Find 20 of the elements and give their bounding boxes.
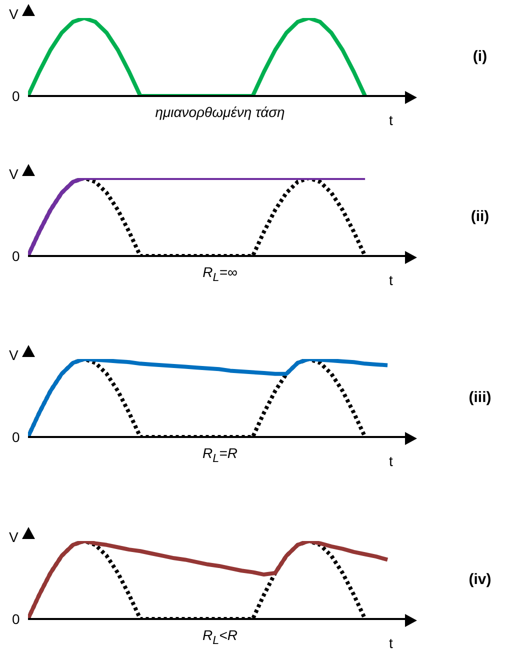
text: (iii) xyxy=(468,389,492,406)
text: R$_{L}$=R xyxy=(202,445,238,465)
text: 0 xyxy=(12,429,20,445)
text: (ii) xyxy=(470,208,490,225)
text: R$_{L}$=∞ xyxy=(202,264,238,284)
text: R$_{L}$<R xyxy=(202,627,238,647)
y-axis-title: V xyxy=(9,529,18,545)
text: (iv) xyxy=(468,571,492,588)
y-axis-title: V xyxy=(9,166,18,182)
x-axis-title: t xyxy=(389,635,393,651)
text: 0 xyxy=(12,88,20,104)
x-axis-title: t xyxy=(389,453,393,469)
y-axis-title: V xyxy=(9,347,18,363)
text: ημιανορθωμένη τάση xyxy=(154,104,286,120)
text: (i) xyxy=(472,48,488,65)
text: 0 xyxy=(12,248,20,264)
x-axis-title: t xyxy=(389,272,393,288)
text: 0 xyxy=(12,611,20,627)
y-axis-title: V xyxy=(9,6,18,22)
x-axis-title: t xyxy=(389,112,393,128)
